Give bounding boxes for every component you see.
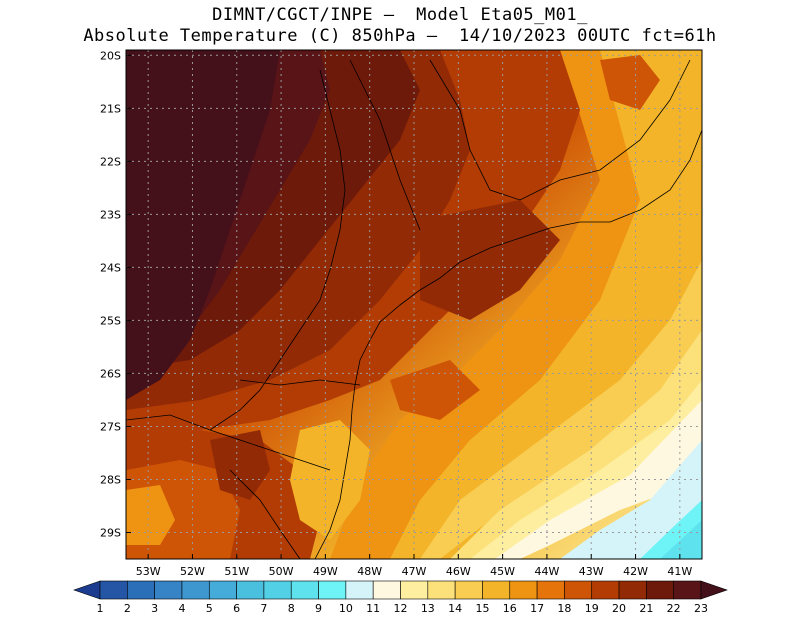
colorbar-label: 18 — [557, 602, 571, 615]
lon-tick-label: 45W — [490, 565, 515, 578]
lon-tick-label: 50W — [269, 565, 294, 578]
colorbar-bin — [618, 580, 647, 600]
colorbar-label: 7 — [260, 602, 267, 615]
colorbar-min-arrow — [73, 580, 101, 600]
colorbar-label: 14 — [448, 602, 462, 615]
colorbar-label: 8 — [288, 602, 295, 615]
lon-tick-label: 48W — [357, 565, 382, 578]
colorbar-bin — [372, 580, 401, 600]
colorbar-label: 2 — [124, 602, 131, 615]
colorbar-label: 11 — [366, 602, 380, 615]
colorbar-label: 23 — [694, 602, 708, 615]
colorbar-label: 9 — [315, 602, 322, 615]
map-subtitle: Absolute Temperature (C) 850hPa – 14/10/… — [83, 26, 717, 46]
colorbar-bin — [400, 580, 429, 600]
colorbar-label: 5 — [206, 602, 213, 615]
colorbar-bin — [454, 580, 483, 600]
lon-tick-label: 46W — [446, 565, 471, 578]
colorbar-label: 15 — [475, 602, 489, 615]
colorbar-bin — [673, 580, 702, 600]
colorbar-bin — [263, 580, 292, 600]
lat-tick-label: 22S — [100, 155, 121, 168]
colorbar-label: 10 — [339, 602, 353, 615]
colorbar-label: 3 — [151, 602, 158, 615]
colorbar-label: 1 — [97, 602, 104, 615]
colorbar-max-arrow — [700, 580, 728, 600]
lat-tick-label: 27S — [100, 420, 121, 433]
colorbar-bin — [181, 580, 210, 600]
temperature-field — [126, 50, 702, 559]
lon-tick-label: 47W — [402, 565, 427, 578]
lat-tick-label: 28S — [100, 473, 121, 486]
lon-tick-label: 51W — [224, 565, 249, 578]
colorbar-bin — [591, 580, 620, 600]
colorbar-bin — [290, 580, 319, 600]
lon-tick-label: 52W — [180, 565, 205, 578]
graticule — [126, 50, 702, 559]
colorbar-bin — [536, 580, 565, 600]
colorbar-bin — [509, 580, 538, 600]
lat-tick-label: 26S — [100, 367, 121, 380]
colorbar-label: 12 — [394, 602, 408, 615]
colorbar-bin — [482, 580, 511, 600]
coastline-borders — [126, 59, 702, 559]
colorbar-bin — [564, 580, 593, 600]
lon-tick-label: 41W — [667, 565, 692, 578]
colorbar-label: 19 — [585, 602, 599, 615]
colorbar-label: 4 — [178, 602, 185, 615]
lat-tick-label: 29S — [100, 526, 121, 539]
colorbar-bin — [236, 580, 265, 600]
lat-tick-label: 20S — [100, 49, 121, 62]
colorbar-bin — [154, 580, 183, 600]
colorbar-bin — [127, 580, 155, 600]
colorbar-label: 17 — [530, 602, 544, 615]
colorbar-bin — [345, 580, 374, 600]
colorbar-bin — [99, 580, 128, 600]
lat-tick-label: 24S — [100, 261, 121, 274]
lon-tick-label: 43W — [579, 565, 604, 578]
colorbar-label: 13 — [421, 602, 435, 615]
lon-tick-label: 49W — [313, 565, 338, 578]
map-title: DIMNT/CGCT/INPE – Model Eta05_M01_ — [212, 5, 588, 25]
lat-tick-label: 21S — [100, 102, 121, 115]
colorbar-label: 21 — [639, 602, 653, 615]
lon-tick-label: 53W — [136, 565, 161, 578]
colorbar-bin — [646, 580, 674, 600]
colorbar: 1 2 3 4 5 6 7 8 9 10 11 12 13 14 15 16 17 18 19 20 21 22 23 — [73, 580, 728, 615]
colorbar-bin — [208, 580, 237, 600]
colorbar-label: 6 — [233, 602, 240, 615]
colorbar-bin — [427, 580, 456, 600]
colorbar-bin — [318, 580, 347, 600]
lon-tick-label: 42W — [623, 565, 648, 578]
colorbar-label: 22 — [667, 602, 681, 615]
lat-tick-label: 25S — [100, 314, 121, 327]
colorbar-label: 16 — [503, 602, 517, 615]
lat-tick-label: 23S — [100, 208, 121, 221]
lon-tick-label: 44W — [534, 565, 559, 578]
colorbar-label: 20 — [612, 602, 626, 615]
